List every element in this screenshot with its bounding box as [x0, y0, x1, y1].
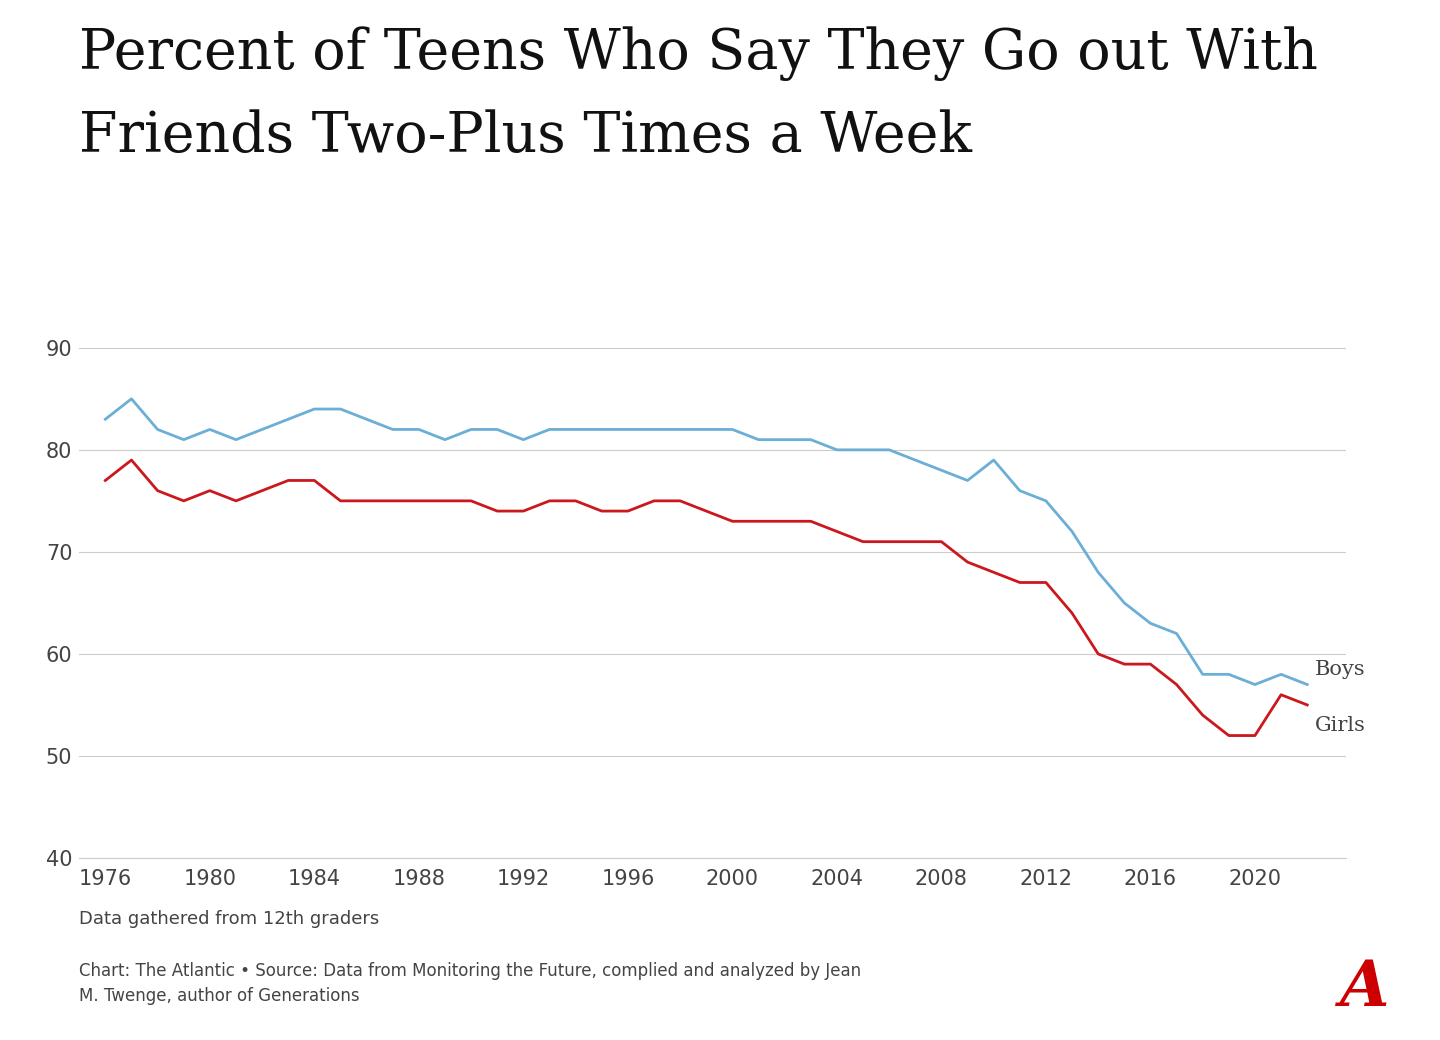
Text: Chart: The Atlantic • Source: Data from Monitoring the Future, complied and anal: Chart: The Atlantic • Source: Data from …: [79, 962, 861, 1005]
Text: Friends Two-Plus Times a Week: Friends Two-Plus Times a Week: [79, 109, 972, 164]
Text: Data gathered from 12th graders: Data gathered from 12th graders: [79, 910, 380, 928]
Text: Girls: Girls: [1315, 716, 1367, 735]
Text: Boys: Boys: [1315, 659, 1365, 679]
Text: A: A: [1341, 958, 1390, 1019]
Text: Percent of Teens Who Say They Go out With: Percent of Teens Who Say They Go out Wit…: [79, 26, 1318, 81]
